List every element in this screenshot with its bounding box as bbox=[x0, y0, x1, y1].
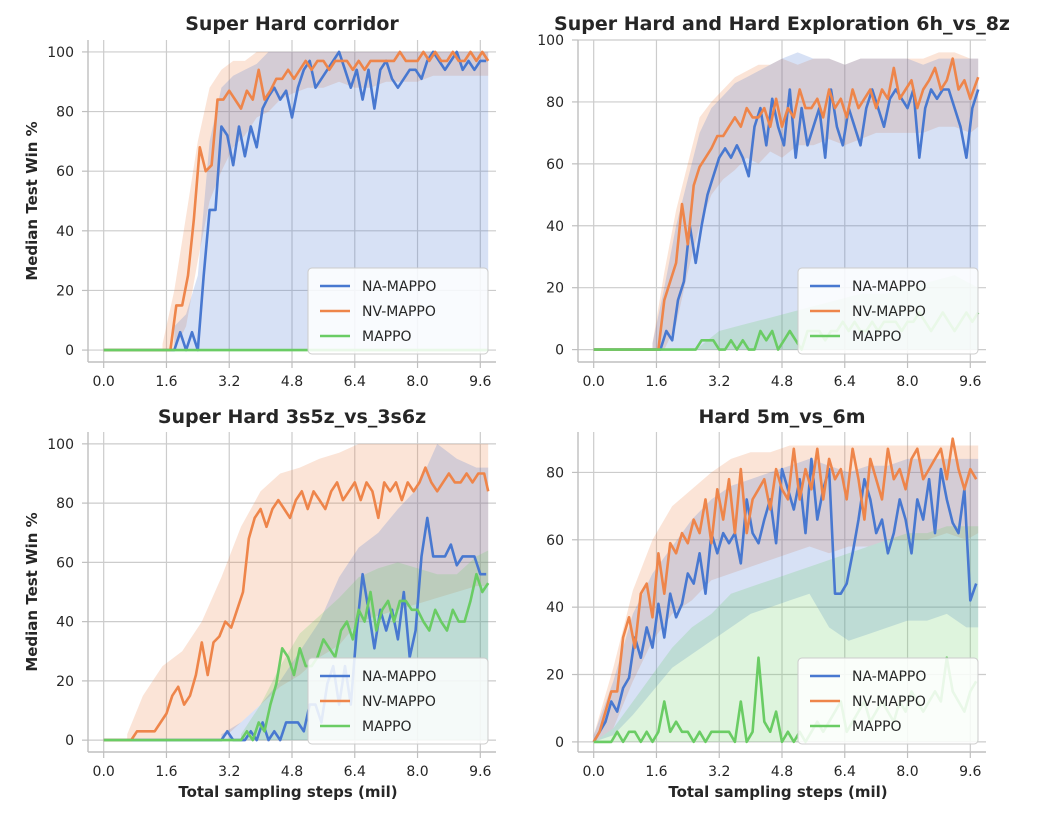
y-tick-label: 60 bbox=[56, 555, 74, 571]
y-tick-label: 40 bbox=[56, 615, 74, 631]
chart-panel-4: 0.0 1.6 3.2 4.8 6.4 8.0 9.6 0 20 40 60 80 Hard 5m_vs… bbox=[546, 406, 986, 801]
x-tick-label: 6.4 bbox=[344, 764, 366, 780]
x-tick-label: 3.2 bbox=[218, 374, 240, 390]
legend: NA-MAPPO NV-MAPPO MAPPO bbox=[307, 267, 489, 355]
y-tick-label: 40 bbox=[56, 224, 74, 240]
x-tick-label: 4.8 bbox=[771, 764, 793, 780]
y-tick-label: 20 bbox=[56, 674, 74, 690]
chart-panel-3: 0.0 1.6 3.2 4.8 6.4 8.0 9.6 0 20 40 60 80 100 Super H… bbox=[23, 406, 496, 801]
x-tick-label: 9.6 bbox=[469, 764, 491, 780]
x-tick-label: 3.2 bbox=[708, 374, 730, 390]
chart-title: Super Hard corridor bbox=[185, 13, 399, 35]
y-tick-label: 20 bbox=[546, 281, 564, 297]
legend-box bbox=[797, 657, 979, 745]
series-line-nv-mappo bbox=[592, 437, 978, 743]
series-line-nv-mappo bbox=[593, 57, 980, 351]
legend-box bbox=[307, 267, 489, 355]
legend-label: NA-MAPPO bbox=[852, 669, 926, 685]
legend-label: MAPPO bbox=[362, 329, 412, 345]
legend-label: NV-MAPPO bbox=[362, 304, 436, 320]
legend-label: MAPPO bbox=[852, 329, 902, 345]
series-line-nv-mappo bbox=[103, 466, 490, 742]
x-tick-label: 0.0 bbox=[583, 764, 605, 780]
series-line-na-mappo bbox=[593, 88, 980, 351]
legend-label: MAPPO bbox=[362, 719, 412, 735]
series-line-mappo bbox=[103, 572, 490, 742]
x-tick-label: 1.6 bbox=[645, 764, 667, 780]
y-tick-label: 80 bbox=[56, 105, 74, 121]
y-tick-label: 80 bbox=[546, 95, 564, 111]
chart-title: Super Hard and Hard Exploration 6h_vs_8z bbox=[554, 13, 1010, 35]
y-tick-label: 80 bbox=[56, 496, 74, 512]
y-tick-label: 100 bbox=[47, 437, 74, 453]
y-tick-label: 60 bbox=[56, 164, 74, 180]
x-tick-label: 1.6 bbox=[155, 374, 177, 390]
x-tick-label: 8.0 bbox=[406, 764, 428, 780]
y-tick-label: 20 bbox=[546, 668, 564, 684]
x-axis-label: Total sampling steps (mil) bbox=[668, 783, 887, 801]
legend-label: NV-MAPPO bbox=[852, 304, 926, 320]
y-tick-label: 40 bbox=[546, 219, 564, 235]
x-tick-label: 1.6 bbox=[155, 764, 177, 780]
x-tick-label: 6.4 bbox=[834, 764, 856, 780]
legend-box bbox=[797, 267, 979, 355]
y-tick-label: 0 bbox=[65, 343, 74, 359]
legend-label: NA-MAPPO bbox=[362, 279, 436, 295]
legend-label: NV-MAPPO bbox=[852, 694, 926, 710]
chart-panel-1: 0.0 1.6 3.2 4.8 6.4 8.0 9.6 0 20 40 60 80 100 Super H… bbox=[23, 13, 496, 390]
legend-label: MAPPO bbox=[852, 719, 902, 735]
y-tick-label: 40 bbox=[546, 600, 564, 616]
x-tick-label: 6.4 bbox=[834, 374, 856, 390]
confidence-band bbox=[593, 458, 979, 742]
x-tick-label: 4.8 bbox=[281, 374, 303, 390]
series-line-na-mappo bbox=[592, 457, 978, 743]
confidence-band bbox=[652, 52, 979, 350]
x-tick-label: 1.6 bbox=[645, 374, 667, 390]
legend: NA-MAPPO NV-MAPPO MAPPO bbox=[797, 267, 979, 355]
x-tick-label: 9.6 bbox=[469, 374, 491, 390]
x-tick-label: 9.6 bbox=[959, 374, 981, 390]
chart-title: Super Hard 3s5z_vs_3s6z bbox=[158, 406, 426, 428]
y-tick-label: 80 bbox=[546, 465, 564, 481]
y-tick-label: 0 bbox=[65, 733, 74, 749]
y-axis-label: Median Test Win % bbox=[23, 121, 41, 280]
x-tick-label: 3.2 bbox=[218, 764, 240, 780]
series-line-na-mappo bbox=[103, 50, 487, 352]
confidence-band bbox=[127, 443, 489, 741]
y-axis-label: Median Test Win % bbox=[23, 512, 41, 671]
y-tick-label: 100 bbox=[47, 45, 74, 61]
grid bbox=[88, 40, 496, 362]
x-tick-label: 8.0 bbox=[896, 764, 918, 780]
legend: NA-MAPPO NV-MAPPO MAPPO bbox=[797, 657, 979, 745]
y-tick-label: 0 bbox=[555, 735, 564, 751]
legend-box bbox=[307, 657, 489, 745]
y-tick-label: 60 bbox=[546, 533, 564, 549]
x-tick-label: 4.8 bbox=[281, 764, 303, 780]
x-tick-label: 0.0 bbox=[93, 374, 115, 390]
x-tick-label: 0.0 bbox=[583, 374, 605, 390]
confidence-band bbox=[162, 51, 489, 351]
x-tick-label: 0.0 bbox=[93, 764, 115, 780]
y-tick-label: 20 bbox=[56, 283, 74, 299]
legend-label: NA-MAPPO bbox=[362, 669, 436, 685]
y-tick-label: 100 bbox=[537, 33, 564, 49]
x-tick-label: 6.4 bbox=[344, 374, 366, 390]
series-line-nv-mappo bbox=[103, 50, 490, 352]
x-tick-label: 4.8 bbox=[771, 374, 793, 390]
legend-label: NA-MAPPO bbox=[852, 279, 926, 295]
y-tick-label: 60 bbox=[546, 157, 564, 173]
chart-title: Hard 5m_vs_6m bbox=[698, 406, 865, 428]
legend: NA-MAPPO NV-MAPPO MAPPO bbox=[307, 657, 489, 745]
x-tick-label: 8.0 bbox=[406, 374, 428, 390]
x-axis-label: Total sampling steps (mil) bbox=[178, 783, 397, 801]
legend-label: NV-MAPPO bbox=[362, 694, 436, 710]
x-tick-label: 9.6 bbox=[959, 764, 981, 780]
x-tick-label: 8.0 bbox=[896, 374, 918, 390]
x-tick-label: 3.2 bbox=[708, 764, 730, 780]
y-tick-label: 0 bbox=[555, 343, 564, 359]
